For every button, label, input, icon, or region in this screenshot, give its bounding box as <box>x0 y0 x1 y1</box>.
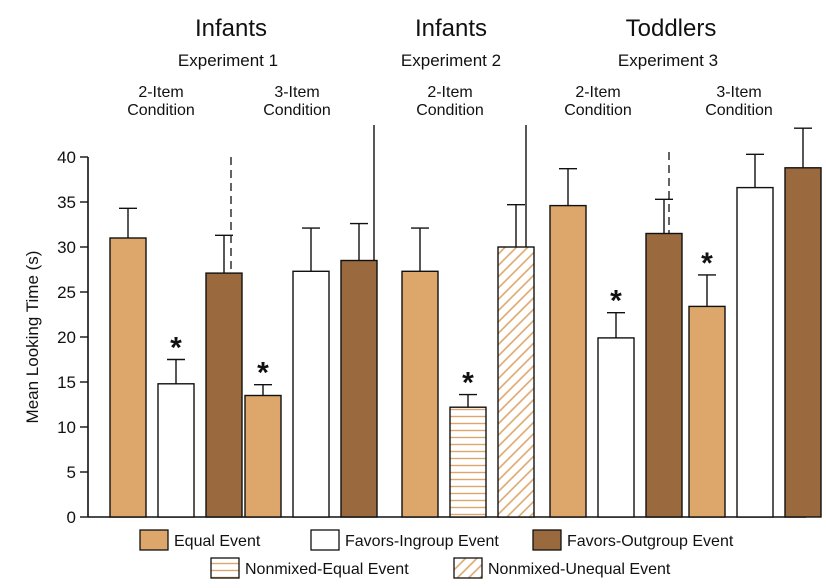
condition-label-exp2-2item-line1: 2-Item <box>427 84 472 101</box>
bar-p1-g2-b2-ingroup <box>292 270 330 518</box>
bar-p2-g1-b3-nonmixed_unequal <box>497 246 535 518</box>
condition-label-exp3-3item-line2: Condition <box>705 102 773 119</box>
legend-label-outgroup: Favors-Outgroup Event <box>567 533 734 550</box>
bar-p3-g1-b3-outgroup <box>645 232 683 518</box>
bar-p1-g1-b2-ingroup <box>157 383 195 518</box>
panel-title-1: Infants <box>195 15 267 42</box>
bars-layer: * * * * * <box>109 127 822 518</box>
legend-swatch-outgroup <box>532 529 562 551</box>
y-tick-label-6: 30 <box>57 238 76 257</box>
panel-title-3: Toddlers <box>626 15 717 42</box>
bar-p3-g1-b2-ingroup <box>597 337 635 518</box>
bar-p3-g2-b1-equal <box>688 305 726 518</box>
legend-label-equal: Equal Event <box>174 533 261 550</box>
bar-p3-g2-b3-outgroup <box>784 167 822 518</box>
panel-subtitle-1: Experiment 1 <box>178 51 278 70</box>
condition-label-exp1-3item-line2: Condition <box>263 102 331 119</box>
legend: Equal Event Favors-Ingroup Event Favors-Ou… <box>139 529 734 579</box>
bar-p1-g2-b1-equal <box>244 394 282 518</box>
legend-label-nonmixed_unequal: Nonmixed-Unequal Event <box>488 561 671 578</box>
legend-label-ingroup: Favors-Ingroup Event <box>345 533 499 550</box>
legend-swatch-nonmixed_equal <box>210 557 240 579</box>
y-tick-label-1: 5 <box>67 463 76 482</box>
bar-p1-g1-b3-outgroup <box>205 272 243 518</box>
panel-subtitle-3: Experiment 3 <box>618 51 718 70</box>
panel-subtitle-2: Experiment 2 <box>401 51 501 70</box>
bar-p2-g1-b2-nonmixed_equal <box>449 406 487 518</box>
bar-p1-g2-b3-outgroup <box>340 259 378 518</box>
condition-label-exp1-2item-line2: Condition <box>127 102 195 119</box>
condition-label-exp3-3item-line1: 3-Item <box>716 84 761 101</box>
legend-swatch-nonmixed_unequal <box>453 557 483 579</box>
y-axis-ticks: 0 5 10 15 20 25 30 35 40 <box>57 148 88 527</box>
significance-star-p3-g1-b2: * <box>610 285 622 318</box>
condition-label-exp3-2item-line1: 2-Item <box>575 84 620 101</box>
y-tick-label-4: 20 <box>57 328 76 347</box>
y-tick-label-2: 10 <box>57 418 76 437</box>
y-tick-label-7: 35 <box>57 193 76 212</box>
condition-label-exp2-2item-line2: Condition <box>416 102 484 119</box>
y-tick-label-5: 25 <box>57 283 76 302</box>
condition-label-exp1-2item-line1: 2-Item <box>138 84 183 101</box>
bar-p1-g1-b1-equal <box>109 237 147 518</box>
significance-star-p1-g2-b1: * <box>257 357 269 390</box>
condition-label-exp1-3item-line1: 3-Item <box>274 84 319 101</box>
legend-label-nonmixed_equal: Nonmixed-Equal Event <box>245 561 409 578</box>
y-tick-label-8: 40 <box>57 148 76 167</box>
bar-p2-g1-b1-equal <box>401 270 439 518</box>
legend-swatch-ingroup <box>310 529 340 551</box>
significance-star-p2-g1-b2: * <box>462 367 474 400</box>
condition-label-exp3-2item-line2: Condition <box>564 102 632 119</box>
panel-title-2: Infants <box>415 15 487 42</box>
y-tick-label-3: 15 <box>57 373 76 392</box>
legend-swatch-equal <box>139 529 169 551</box>
significance-star-p3-g2-b1: * <box>701 247 713 280</box>
y-axis-label: Mean Looking Time (s) <box>23 251 42 424</box>
significance-star-p1-g1-b2: * <box>170 332 182 365</box>
bar-p3-g2-b2-ingroup <box>736 186 774 518</box>
y-tick-label-0: 0 <box>67 508 76 527</box>
bar-p3-g1-b1-equal <box>549 204 587 518</box>
